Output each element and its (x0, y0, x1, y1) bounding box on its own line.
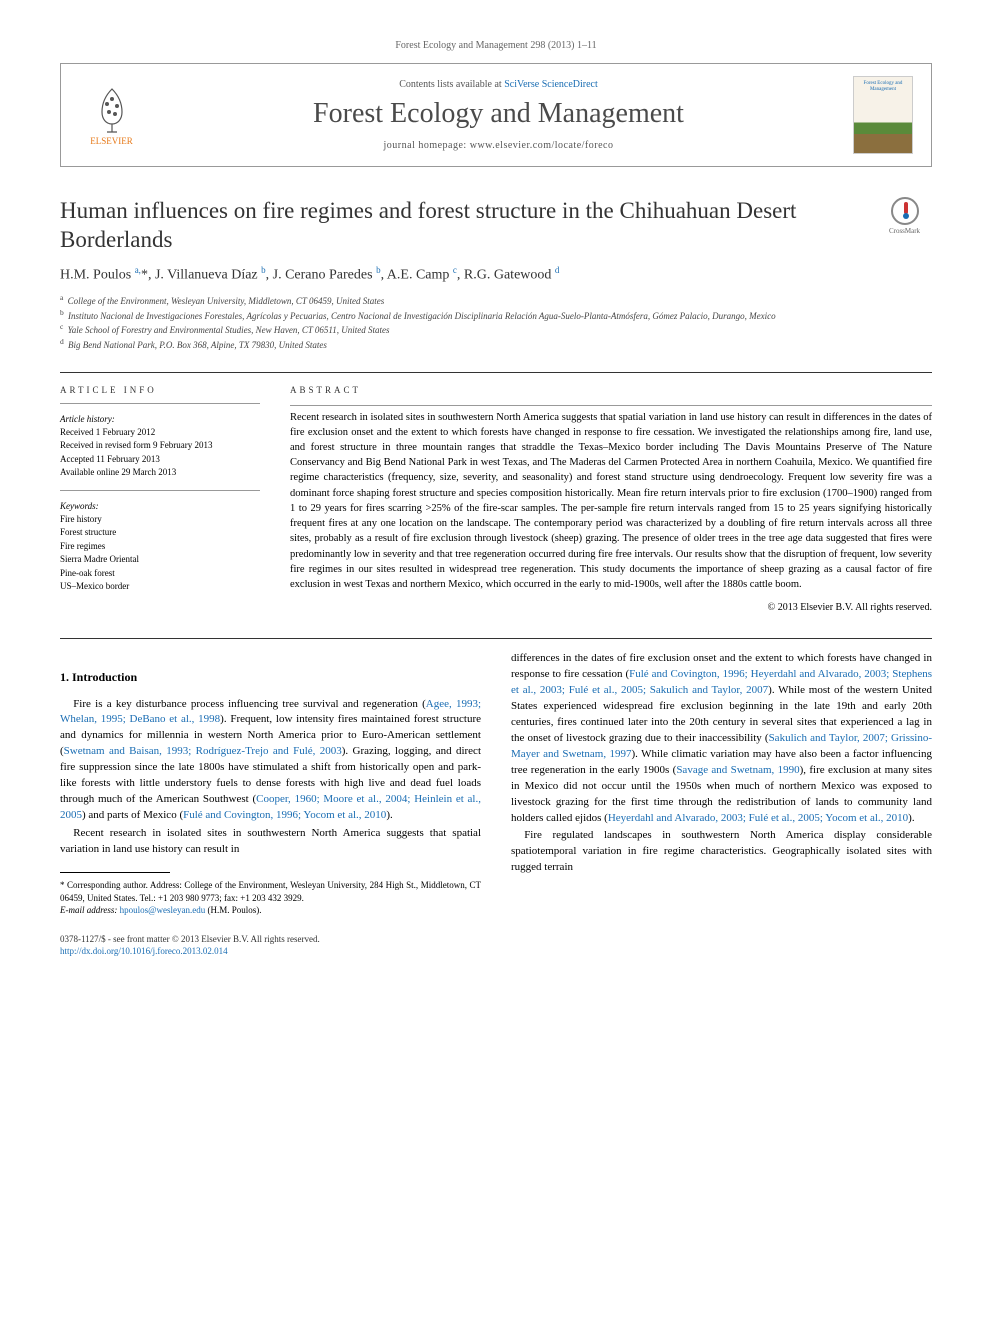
intro-p2: Recent research in isolated sites in sou… (60, 826, 481, 858)
authors: H.M. Poulos a,*, J. Villanueva Díaz b, J… (60, 265, 932, 284)
email-link[interactable]: hpoulos@wesleyan.edu (120, 905, 206, 915)
footer: 0378-1127/$ - see front matter © 2013 El… (60, 933, 481, 958)
doi-link[interactable]: http://dx.doi.org/10.1016/j.foreco.2013.… (60, 946, 228, 956)
elsevier-logo[interactable]: ELSEVIER (79, 78, 144, 153)
homepage-line: journal homepage: www.elsevier.com/locat… (159, 140, 838, 151)
body-col-right: differences in the dates of fire exclusi… (511, 651, 932, 958)
info-heading: ARTICLE INFO (60, 385, 260, 395)
sciencedirect-link[interactable]: SciVerse ScienceDirect (504, 79, 598, 90)
history-item: Received in revised form 9 February 2013 (60, 439, 260, 453)
footer-front-matter: 0378-1127/$ - see front matter © 2013 El… (60, 933, 481, 946)
article-title: Human influences on fire regimes and for… (60, 197, 862, 255)
crossmark-icon (891, 197, 919, 225)
affiliation: b Instituto Nacional de Investigaciones … (60, 308, 932, 323)
citation-line: Forest Ecology and Management 298 (2013)… (60, 40, 932, 51)
info-divider-2 (60, 490, 260, 491)
keyword-item: Fire regimes (60, 540, 260, 554)
history-item: Accepted 11 February 2013 (60, 453, 260, 467)
crossmark-text: CrossMark (889, 227, 920, 235)
keyword-item: Sierra Madre Oriental (60, 553, 260, 567)
divider-top (60, 372, 932, 373)
affiliation: a College of the Environment, Wesleyan U… (60, 293, 932, 308)
copyright-line: © 2013 Elsevier B.V. All rights reserved… (290, 602, 932, 613)
crossmark-badge[interactable]: CrossMark (877, 197, 932, 237)
contents-line: Contents lists available at SciVerse Sci… (159, 79, 838, 90)
intro-p1-cont: differences in the dates of fire exclusi… (511, 651, 932, 826)
keyword-item: Fire history (60, 513, 260, 527)
affiliation: d Big Bend National Park, P.O. Box 368, … (60, 337, 932, 352)
keyword-item: Pine-oak forest (60, 567, 260, 581)
info-divider (60, 403, 260, 404)
email-line: E-mail address: hpoulos@wesleyan.edu (H.… (60, 904, 481, 917)
page-root: Forest Ecology and Management 298 (2013)… (0, 0, 992, 998)
section-1-heading: 1. Introduction (60, 669, 481, 686)
intro-p1: Fire is a key disturbance process influe… (60, 697, 481, 825)
history-item: Received 1 February 2012 (60, 426, 260, 440)
homepage-url: www.elsevier.com/locate/foreco (470, 140, 614, 151)
affiliation: c Yale School of Forestry and Environmen… (60, 322, 932, 337)
ref-link[interactable]: Swetnam and Baisan, 1993; Rodríguez-Trej… (64, 745, 342, 757)
info-abstract-row: ARTICLE INFO Article history: Received 1… (60, 385, 932, 614)
header-center: Contents lists available at SciVerse Sci… (159, 79, 838, 151)
abstract-text: Recent research in isolated sites in sou… (290, 410, 932, 593)
title-row: Human influences on fire regimes and for… (60, 197, 932, 255)
ref-link[interactable]: Heyerdahl and Alvarado, 2003; Fulé et al… (608, 812, 908, 824)
journal-cover-title: Forest Ecology and Management (857, 81, 909, 92)
footnote-divider (60, 872, 170, 873)
ref-link[interactable]: Savage and Swetnam, 1990 (676, 764, 799, 776)
keywords-head: Keywords: (60, 501, 260, 511)
corresponding-author: * Corresponding author. Address: College… (60, 879, 481, 904)
footnotes: * Corresponding author. Address: College… (60, 879, 481, 917)
body-col-left: 1. Introduction Fire is a key disturbanc… (60, 651, 481, 958)
abstract-heading: ABSTRACT (290, 385, 932, 395)
elsevier-tree-icon (87, 84, 137, 134)
article-info: ARTICLE INFO Article history: Received 1… (60, 385, 260, 614)
journal-cover[interactable]: Forest Ecology and Management (853, 76, 913, 154)
abstract-divider (290, 405, 932, 406)
ref-link[interactable]: Fulé and Covington, 1996; Yocom et al., … (183, 809, 386, 821)
journal-name: Forest Ecology and Management (159, 98, 838, 130)
elsevier-text: ELSEVIER (90, 136, 133, 146)
divider-bottom (60, 638, 932, 639)
body-columns: 1. Introduction Fire is a key disturbanc… (60, 651, 932, 958)
history-head: Article history: (60, 414, 260, 424)
header-box: ELSEVIER Contents lists available at Sci… (60, 63, 932, 167)
affiliations: a College of the Environment, Wesleyan U… (60, 293, 932, 351)
intro-p3: Fire regulated landscapes in southwester… (511, 828, 932, 876)
contents-prefix: Contents lists available at (399, 79, 504, 90)
history-item: Available online 29 March 2013 (60, 466, 260, 480)
keyword-item: Forest structure (60, 526, 260, 540)
homepage-prefix: journal homepage: (384, 140, 470, 151)
abstract-column: ABSTRACT Recent research in isolated sit… (290, 385, 932, 614)
keyword-item: US–Mexico border (60, 580, 260, 594)
